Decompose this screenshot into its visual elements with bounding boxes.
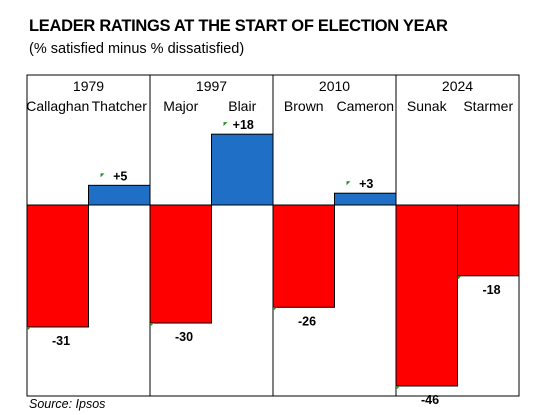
- bar-corner-marker: [273, 307, 277, 312]
- leader-name-cameron: Cameron: [336, 98, 394, 114]
- leader-name-callaghan: Callaghan: [26, 98, 89, 114]
- chart-subtitle: (% satisfied minus % dissatisfied): [29, 41, 245, 57]
- bar-sunak: [395, 204, 458, 387]
- bar-callaghan: [26, 204, 89, 328]
- bar-corner-marker: [346, 181, 351, 186]
- leader-name-brown: Brown: [284, 98, 324, 114]
- bar-corner-marker: [100, 173, 105, 178]
- leader-name-starmer: Starmer: [463, 98, 513, 114]
- bar-major: [149, 204, 212, 324]
- value-label-brown: -26: [298, 314, 316, 328]
- leader-name-major: Major: [163, 98, 198, 114]
- year-label: 2024: [442, 78, 473, 94]
- value-label-sunak: -46: [421, 393, 439, 407]
- value-label-cameron: +3: [359, 177, 373, 191]
- bar-corner-marker: [223, 122, 228, 127]
- bar-brown: [272, 204, 335, 308]
- bar-corner-marker: [396, 386, 400, 390]
- bar-corner-marker: [150, 323, 154, 328]
- leader-name-blair: Blair: [228, 98, 256, 114]
- leader-name-thatcher: Thatcher: [92, 98, 148, 114]
- year-label: 1997: [196, 78, 227, 94]
- bar-blair: [211, 133, 274, 206]
- bar-corner-marker: [27, 326, 31, 331]
- value-label-starmer: -18: [482, 283, 500, 297]
- value-label-blair: +18: [233, 118, 254, 132]
- source-note: Source: Ipsos: [29, 397, 106, 411]
- value-label-major: -30: [175, 330, 193, 344]
- year-label: 2010: [319, 78, 350, 94]
- leader-name-sunak: Sunak: [407, 98, 448, 114]
- value-label-thatcher: +5: [113, 169, 127, 183]
- year-label: 1979: [73, 78, 104, 94]
- bar-thatcher: [88, 184, 151, 206]
- bar-corner-marker: [457, 275, 462, 280]
- bar-starmer: [457, 204, 520, 277]
- chart-title: LEADER RATINGS AT THE START OF ELECTION …: [29, 17, 448, 35]
- value-label-callaghan: -31: [52, 334, 70, 348]
- bar-cameron: [334, 192, 397, 206]
